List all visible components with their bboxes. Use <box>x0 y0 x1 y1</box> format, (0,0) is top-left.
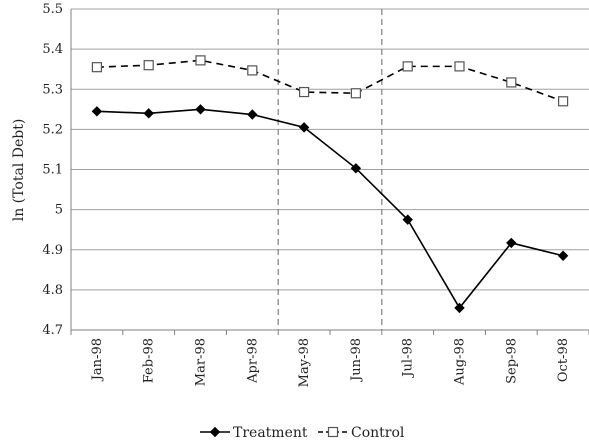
y-tick-label: 4.9 <box>42 243 63 258</box>
treatment-point <box>298 122 310 133</box>
x-tick-label: Jan-98 <box>90 338 105 382</box>
y-tick-label: 5.4 <box>42 42 63 57</box>
y-tick-label: 4.7 <box>42 323 63 338</box>
axes <box>70 9 589 335</box>
treatment-point <box>91 106 103 117</box>
legend: Treatment Control <box>200 425 405 441</box>
y-tick-label: 4.8 <box>42 283 63 298</box>
control-point <box>247 65 258 76</box>
treatment-legend-label: Treatment <box>233 425 308 441</box>
control-series-line <box>96 59 564 103</box>
x-tick-label: Feb-98 <box>142 338 157 383</box>
gridlines <box>71 8 589 331</box>
x-tick-label: Jul-98 <box>401 338 416 379</box>
treatment-point <box>247 109 258 120</box>
x-tick-label: May-98 <box>297 338 312 387</box>
x-tick-label: Jun-98 <box>349 338 364 383</box>
x-tick-label: Aug-98 <box>453 338 468 386</box>
treatment-legend-marker <box>209 426 221 438</box>
x-tick-label: Mar-98 <box>194 338 209 386</box>
reference-lines <box>277 9 383 330</box>
x-tick-label: Sep-98 <box>504 338 519 384</box>
treatment-point <box>195 104 206 115</box>
tick-labels: 4.7 4.8 4.9 5 5.1 5.2 5.3 5.4 5.5 Jan-98 Feb-98 Mar… <box>42 2 571 387</box>
control-point <box>402 61 413 72</box>
treatment-point <box>506 237 517 249</box>
x-tick-label: Apr-98 <box>245 338 260 384</box>
control-point <box>557 96 569 107</box>
treatment-point <box>454 302 465 314</box>
y-axis-title: ln (Total Debt) <box>11 119 27 222</box>
control-point <box>143 60 154 71</box>
control-point <box>350 88 361 99</box>
treatment-series-line <box>96 108 564 310</box>
treatment-point <box>402 214 413 225</box>
y-tick-label: 5 <box>55 203 63 218</box>
control-point <box>195 55 206 66</box>
control-point <box>91 62 103 73</box>
treatment-point <box>350 163 362 174</box>
x-tick-label: Oct-98 <box>556 338 571 382</box>
control-legend-label: Control <box>351 425 405 441</box>
control-point <box>454 61 465 72</box>
control-point <box>506 77 517 88</box>
y-tick-label: 5.2 <box>42 122 63 137</box>
treatment-point <box>557 250 569 261</box>
y-tick-label: 5.1 <box>42 163 63 178</box>
treatment-point <box>143 108 154 119</box>
control-legend-marker <box>327 426 339 438</box>
y-tick-label: 5.3 <box>42 82 63 97</box>
control-point <box>299 86 310 98</box>
series <box>91 55 569 314</box>
y-tick-label: 5.5 <box>42 2 63 17</box>
